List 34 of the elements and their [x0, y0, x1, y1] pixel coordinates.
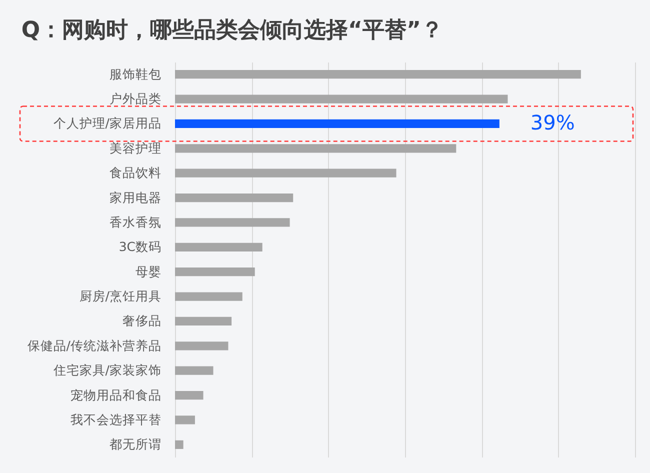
y-tick-label: 宠物用品和食品: [70, 387, 162, 402]
y-tick-label: 个人护理/家居用品: [53, 116, 162, 131]
bar: [175, 242, 262, 252]
y-tick-label: 我不会选择平替: [70, 412, 162, 427]
bar: [175, 440, 184, 449]
y-tick-label: 服饰鞋包: [110, 66, 162, 82]
bar: [175, 292, 242, 301]
bar: [175, 416, 195, 424]
y-tick-label: 厨房/烹饪用具: [79, 288, 162, 304]
bar: [175, 218, 290, 227]
y-tick-label: 住宅家具/家装家饰: [52, 362, 162, 378]
bar: [175, 119, 500, 128]
bar: [175, 342, 228, 350]
y-tick-label: 母婴: [136, 264, 162, 279]
y-tick-label: 香水香氛: [110, 214, 162, 230]
y-tick-label: 户外品类: [110, 91, 162, 106]
y-tick-label: 家用电器: [110, 190, 162, 205]
bar: [175, 168, 396, 178]
bar: [175, 316, 232, 326]
bar: [175, 390, 204, 400]
bar: [175, 193, 294, 202]
bar: [175, 94, 508, 104]
bar: [175, 268, 255, 276]
y-tick-label: 美容护理: [110, 140, 162, 156]
y-tick-label: 奢侈品: [122, 313, 162, 328]
y-tick-label: 食品饮料: [110, 165, 162, 180]
bar: [175, 366, 214, 375]
chart-title: Q：网购时，哪些品类会倾向选择“平替”？: [21, 18, 443, 43]
data-label: 39%: [530, 110, 575, 135]
y-tick-label: 保健品/传统滋补营养品: [27, 338, 162, 353]
bar: [175, 144, 456, 153]
y-tick-label: 3C数码: [118, 239, 162, 254]
bar: [175, 70, 581, 79]
y-tick-label: 都无所谓: [110, 436, 162, 452]
